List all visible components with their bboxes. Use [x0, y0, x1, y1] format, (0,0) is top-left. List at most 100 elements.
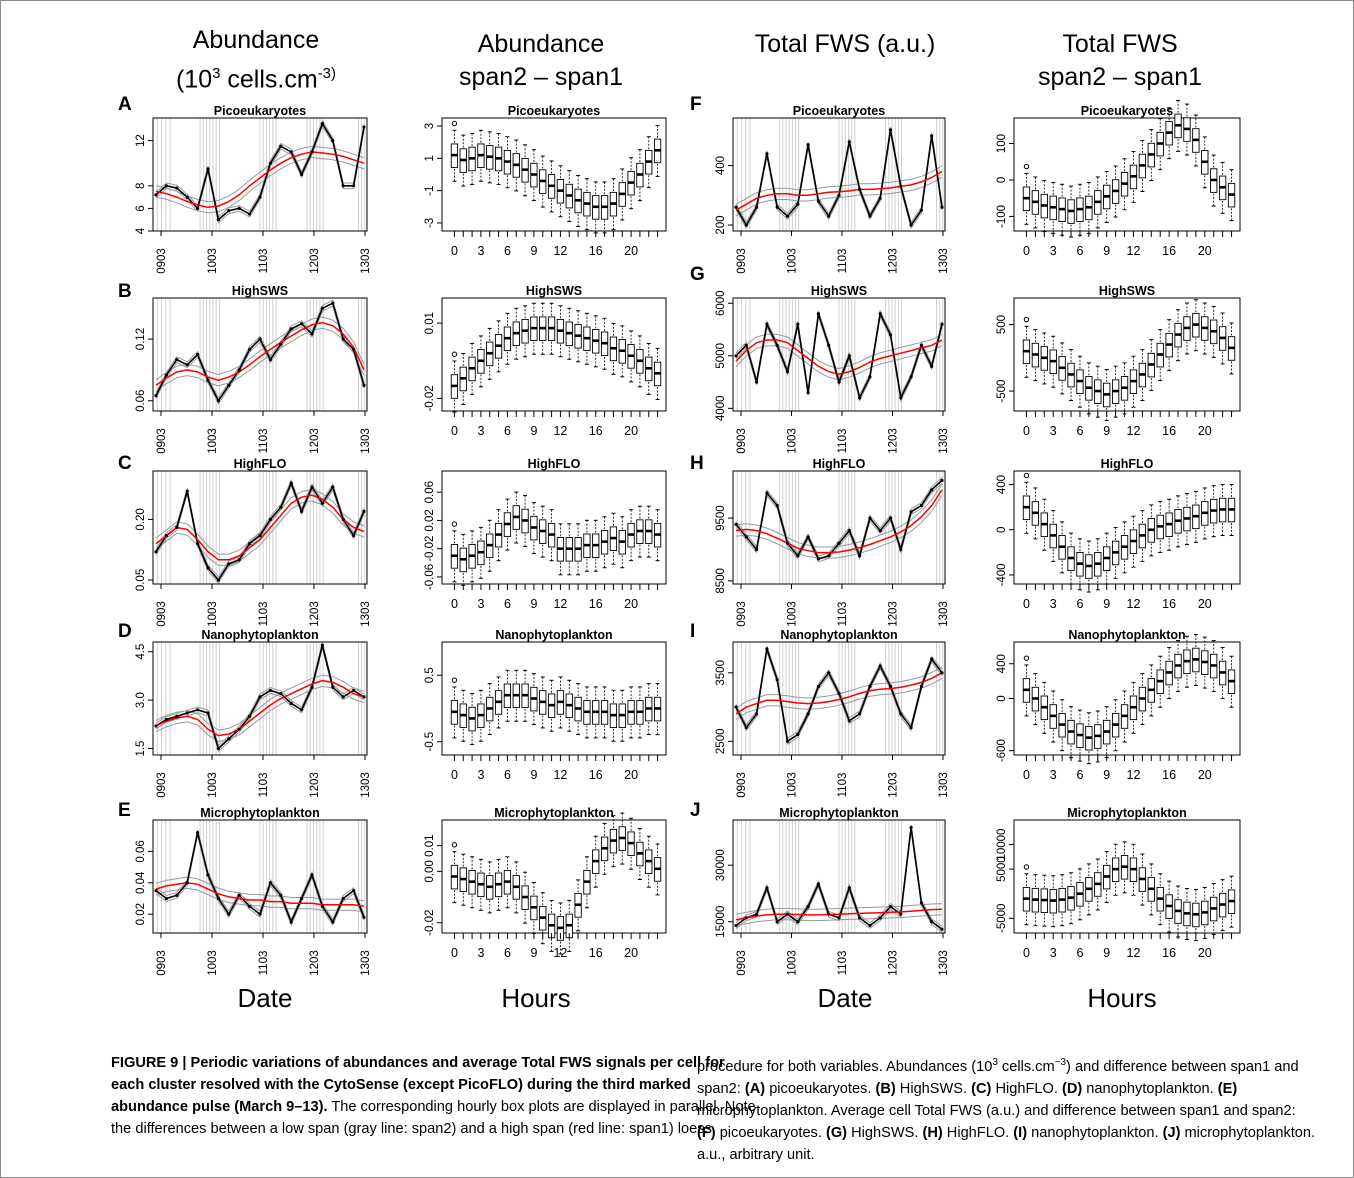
- data-point: [289, 150, 293, 154]
- data-point: [899, 712, 903, 716]
- plot-frame: [441, 470, 667, 585]
- x-tick-label: 16: [1162, 597, 1176, 611]
- data-point: [185, 363, 189, 367]
- data-point: [185, 881, 189, 885]
- y-tick-label: 8500: [715, 568, 727, 594]
- x-tick-label: 20: [624, 946, 638, 960]
- y-tick-label: 0: [996, 527, 1008, 533]
- y-tick-label: 0.5: [424, 667, 436, 683]
- panel-letter-c: C: [118, 453, 132, 474]
- data-point: [227, 562, 231, 566]
- x-tick-label: 9: [1103, 424, 1110, 438]
- x-tick-label: 12: [553, 244, 567, 258]
- figure-caption-left: FIGURE 9 | Periodic variations of abunda…: [111, 1052, 761, 1140]
- chart-panel-g2: HighSWS -500 500 0 3 6 9 12 16 20: [996, 284, 1241, 438]
- panel-letter-f: F: [690, 94, 702, 115]
- data-point: [362, 383, 366, 387]
- data-point: [806, 535, 810, 539]
- x-tick-label: 12: [553, 597, 567, 611]
- data-point: [744, 726, 748, 730]
- x-tick-label: 3: [1050, 424, 1057, 438]
- chart-panel-d2: Nanophytoplankton -0.5 0.5 0 3 6 9 12 16 20: [424, 628, 667, 782]
- data-point: [755, 547, 759, 552]
- data-point: [847, 140, 851, 144]
- data-point: [248, 212, 252, 216]
- data-point: [268, 517, 272, 522]
- y-tick-label: 0.20: [135, 508, 147, 530]
- data-point: [310, 873, 314, 877]
- data-point: [154, 724, 158, 728]
- data-point: [154, 193, 158, 197]
- y-tick-label: -600: [996, 739, 1008, 762]
- chart-panel-e: Microphytoplankton 0.02 0.04 0.06 0903 1003 11…: [135, 806, 372, 976]
- data-point: [341, 896, 345, 901]
- data-point: [154, 550, 158, 554]
- x-tick-label: 1203: [888, 248, 900, 274]
- x-tick-label: 6: [1076, 424, 1083, 438]
- data-point: [362, 915, 366, 919]
- data-point: [175, 893, 179, 897]
- x-tick-label: 0: [1023, 768, 1030, 782]
- data-point: [206, 711, 210, 715]
- data-point: [164, 717, 168, 722]
- data-point: [837, 916, 841, 920]
- data-point: [796, 202, 800, 206]
- data-point: [268, 688, 272, 693]
- x-tick-label: 1303: [360, 428, 372, 454]
- data-point: [341, 695, 345, 699]
- data-point: [868, 684, 872, 689]
- y-tick-label: -400: [996, 563, 1008, 586]
- chart-panel-a2: Picoeukaryotes -3 -1 1 3 0 3 6 9 12 16 20: [424, 104, 667, 258]
- outlier-point: [1023, 864, 1030, 870]
- data-point: [734, 923, 738, 928]
- x-tick-label: 1303: [938, 950, 950, 976]
- data-point: [878, 196, 882, 200]
- data-point: [785, 214, 790, 218]
- data-point: [796, 920, 800, 924]
- data-point: [899, 912, 903, 916]
- chart-title: HighFLO: [1101, 457, 1154, 471]
- span1-loess-line: [735, 170, 943, 211]
- data-point: [785, 369, 790, 374]
- data-point: [868, 923, 872, 928]
- chart-title: HighFLO: [528, 457, 581, 471]
- caption-item-text: nanophytoplankton.: [1082, 1080, 1218, 1097]
- data-point: [196, 708, 200, 712]
- column-header-line2: span2 – span1: [1037, 63, 1203, 91]
- y-tick-label: 0.00: [424, 860, 436, 882]
- x-tick-label: 16: [1162, 424, 1176, 438]
- x-tick-label: 16: [589, 244, 603, 258]
- caption-item-text: HighFLO.: [991, 1080, 1062, 1097]
- span1-confidence-line: [155, 157, 365, 214]
- caption-item-label: (J): [1162, 1124, 1181, 1141]
- chart-title: HighSWS: [811, 284, 867, 298]
- plot-frame: [152, 297, 368, 412]
- data-point: [362, 125, 366, 129]
- plot-frame: [152, 819, 368, 934]
- x-tick-label: 16: [1162, 946, 1176, 960]
- x-tick-label: 0903: [736, 248, 748, 274]
- x-tick-label: 1003: [207, 950, 219, 976]
- x-tick-label: 3: [477, 244, 484, 258]
- chart-title: HighSWS: [526, 284, 582, 298]
- data-point: [310, 685, 314, 689]
- x-tick-label: 20: [1198, 946, 1212, 960]
- data-point: [216, 399, 220, 403]
- data-point: [919, 343, 924, 347]
- y-tick-label: -0.5: [424, 732, 436, 752]
- data-point: [930, 657, 934, 661]
- outlier-point: [451, 120, 458, 127]
- data-point: [300, 509, 304, 513]
- caption-item-label: (E): [1217, 1080, 1238, 1097]
- data-point: [827, 671, 831, 675]
- data-point: [352, 688, 356, 693]
- chart-panel-b: HighSWS 0.06 0.12 0903 1003 1103 1203 1303: [135, 284, 372, 454]
- chart-title: Nanophytoplankton: [201, 628, 318, 642]
- x-tick-label: 20: [1198, 597, 1212, 611]
- x-tick-label: 20: [624, 424, 638, 438]
- data-point: [268, 358, 272, 362]
- data-point: [248, 347, 252, 351]
- span2-confidence-line: [735, 314, 943, 403]
- x-tick-label: 1303: [360, 601, 372, 627]
- data-point: [816, 882, 821, 886]
